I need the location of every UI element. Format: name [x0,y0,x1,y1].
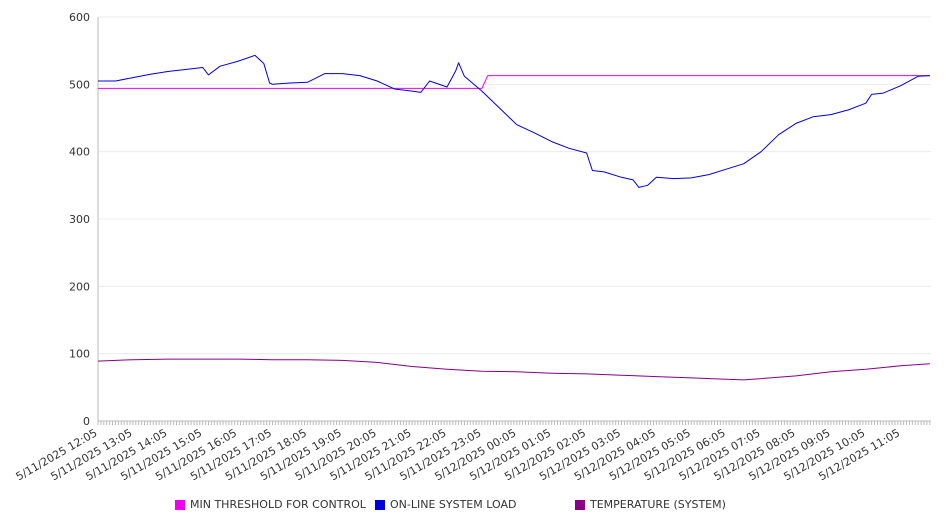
legend: MIN THRESHOLD FOR CONTROL ON-LINE SYSTEM… [0,498,946,514]
series-line-min-threshold [98,75,930,89]
grid-lines [98,16,931,355]
legend-swatch-system-load [375,499,385,510]
series-line-system-load [98,54,930,188]
legend-item-temperature[interactable]: TEMPERATURE (SYSTEM) [575,498,726,511]
legend-label-temperature: TEMPERATURE (SYSTEM) [590,498,726,511]
y-tick-label: 100 [69,348,90,361]
series-line-temperature [97,358,930,381]
y-tick-label: 600 [69,11,90,24]
axes [97,17,931,425]
y-tick-label: 500 [69,78,90,91]
legend-swatch-temperature [575,499,585,510]
legend-item-system-load[interactable]: ON-LINE SYSTEM LOAD [375,498,516,511]
legend-item-min-threshold[interactable]: MIN THRESHOLD FOR CONTROL [175,498,366,511]
legend-label-min-threshold: MIN THRESHOLD FOR CONTROL [190,498,366,511]
legend-label-system-load: ON-LINE SYSTEM LOAD [390,498,517,511]
series-lines [97,54,930,381]
legend-swatch-min-threshold [175,499,185,510]
y-tick-label: 300 [69,213,90,226]
y-tick-label: 200 [69,280,90,293]
y-tick-label: 400 [69,146,90,159]
y-tick-label: 0 [83,415,90,428]
